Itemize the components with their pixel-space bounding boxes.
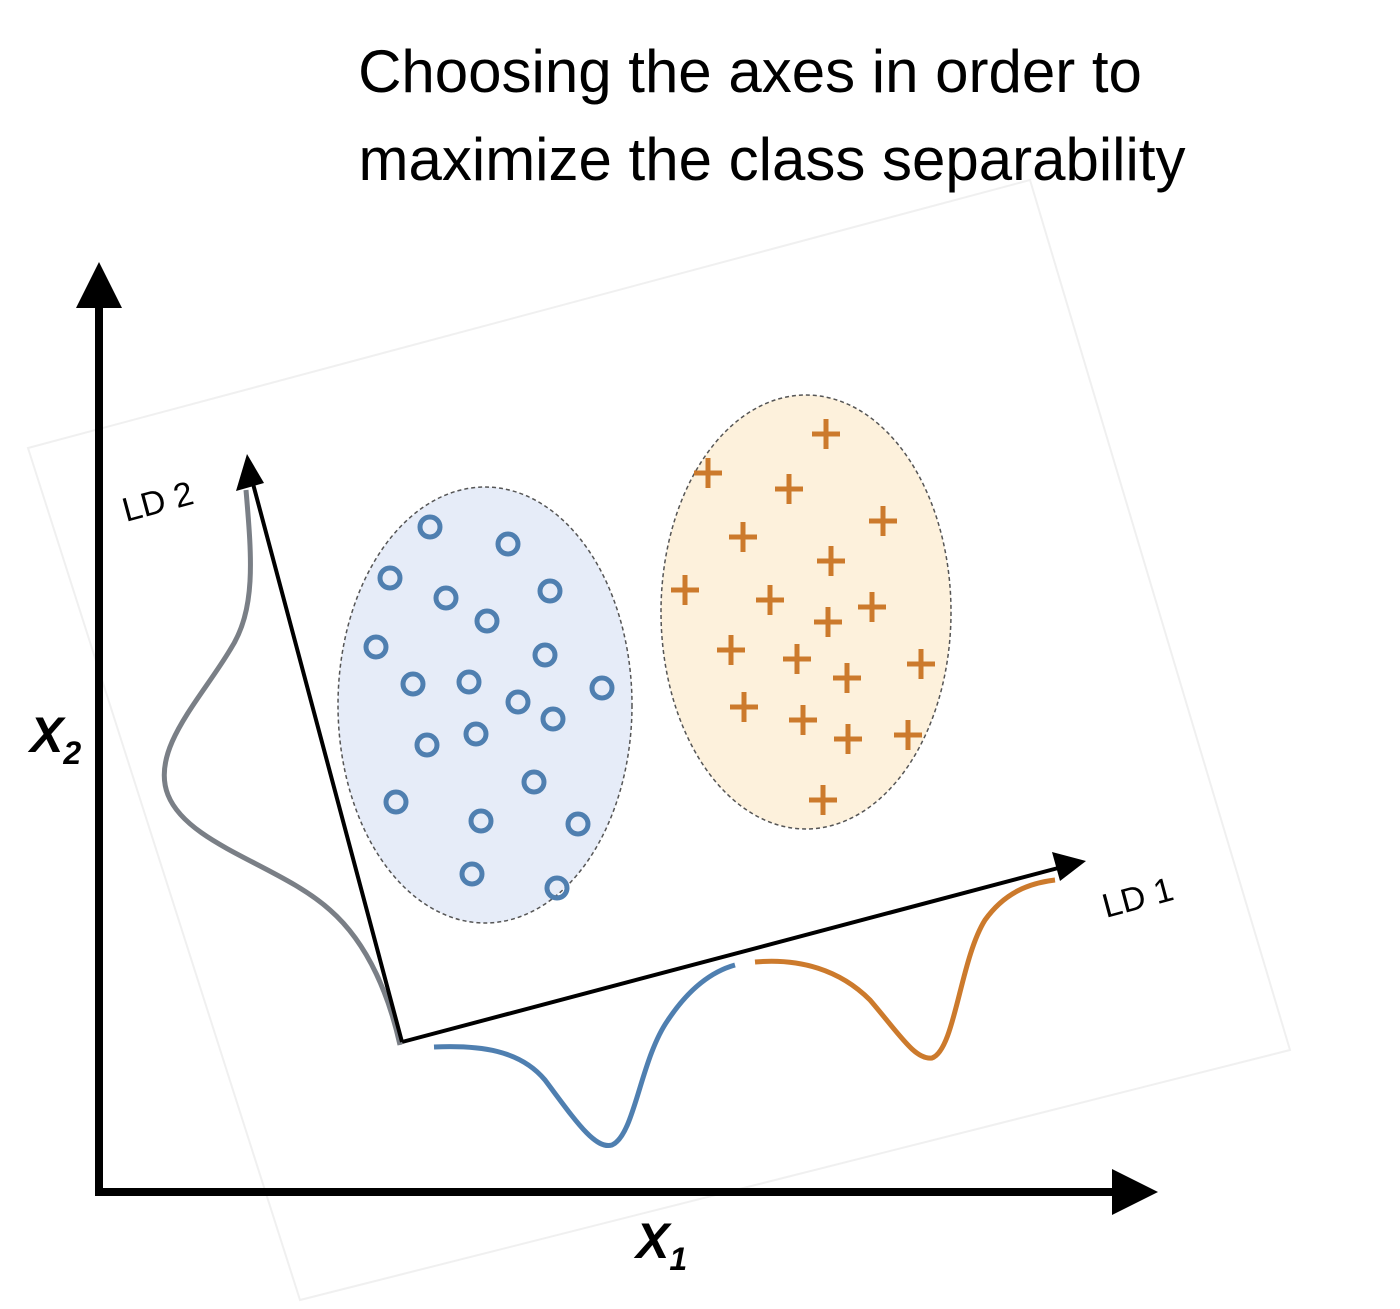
circle-marker — [363, 634, 389, 660]
circle-marker — [521, 769, 547, 795]
circle-marker — [414, 732, 440, 758]
circle-marker — [544, 875, 570, 901]
orange-class-markers — [671, 419, 935, 815]
circle-marker — [495, 531, 521, 557]
circle-marker — [417, 514, 443, 540]
ld1-axis-line — [401, 865, 1063, 1044]
circle-marker — [383, 789, 409, 815]
plus-marker — [789, 705, 817, 735]
ld1-axis-arrowhead — [1052, 852, 1086, 881]
ld1-orange-density-curve — [754, 877, 1056, 1061]
circle-marker — [532, 642, 558, 668]
x2-axis-arrowhead — [76, 262, 122, 308]
x1-axis-arrowhead — [1112, 1169, 1158, 1215]
circle-marker — [400, 671, 426, 697]
circle-marker — [540, 706, 566, 732]
ld2-axis-label: LD 2 — [118, 474, 197, 529]
circle-marker — [468, 808, 494, 834]
plus-marker — [756, 585, 784, 615]
circle-marker — [463, 721, 489, 747]
plus-marker — [894, 720, 922, 750]
ld2-axis-line — [250, 479, 404, 1043]
plus-marker — [729, 522, 757, 552]
plus-marker — [907, 649, 935, 679]
blue-class-markers — [363, 514, 615, 901]
plus-marker — [783, 644, 811, 674]
circle-marker — [459, 861, 485, 887]
plus-marker — [869, 506, 897, 536]
orange-class-ellipse — [660, 394, 952, 830]
plus-marker — [717, 635, 745, 665]
ld2-axis-arrowhead — [236, 454, 264, 491]
plus-marker — [858, 592, 886, 622]
circle-marker — [456, 669, 482, 695]
plus-marker — [775, 474, 803, 504]
plus-marker — [834, 724, 862, 754]
plus-marker — [694, 458, 722, 488]
circle-marker — [474, 608, 500, 634]
circle-marker — [433, 585, 459, 611]
plus-marker — [814, 607, 842, 637]
ld2-density-curve — [161, 489, 403, 1046]
x1-axis-label: X1 — [633, 1213, 687, 1277]
plus-marker — [809, 785, 837, 815]
title-line-2: maximize the class separability — [359, 126, 1186, 193]
circle-marker — [537, 578, 563, 604]
circle-marker — [565, 811, 591, 837]
circle-marker — [505, 689, 531, 715]
plus-marker — [817, 546, 845, 576]
ld1-axis-label: LD 1 — [1098, 870, 1177, 925]
plus-marker — [833, 663, 861, 693]
plus-marker — [671, 575, 699, 605]
plus-marker — [730, 692, 758, 722]
rotated-frame — [26, 178, 1292, 1302]
blue-class-ellipse — [337, 486, 633, 924]
circle-marker — [377, 565, 403, 591]
x2-axis-label: X2 — [27, 707, 81, 771]
title-line-1: Choosing the axes in order to — [358, 38, 1142, 105]
ld1-blue-density-curve — [433, 962, 736, 1149]
circle-marker — [589, 675, 615, 701]
plus-marker — [812, 419, 840, 449]
